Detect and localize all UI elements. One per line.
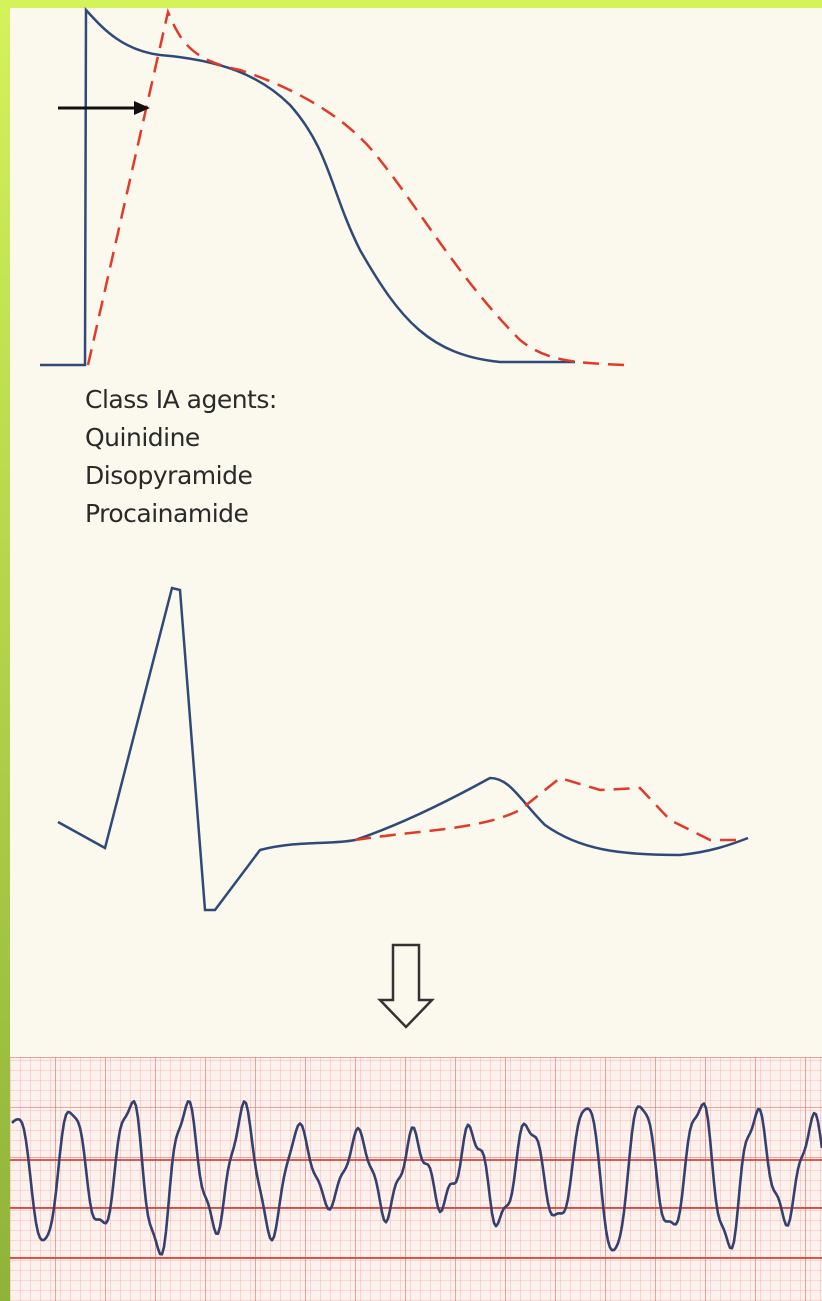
ecg-drug [354,776,745,842]
ecg-major-grid [10,1057,822,1301]
arrow-head [134,101,150,115]
caption-heading: Class IA agents: [85,385,277,414]
agent: Quinidine [85,423,200,452]
agent: Procainamide [85,499,249,528]
drug-potential [86,7,626,367]
torsades-trace [11,1100,822,1256]
agent: Disopyramide [85,461,252,490]
down-arrow [377,943,435,1029]
baseline-potential [40,6,575,367]
ecg-baseline [57,586,749,912]
